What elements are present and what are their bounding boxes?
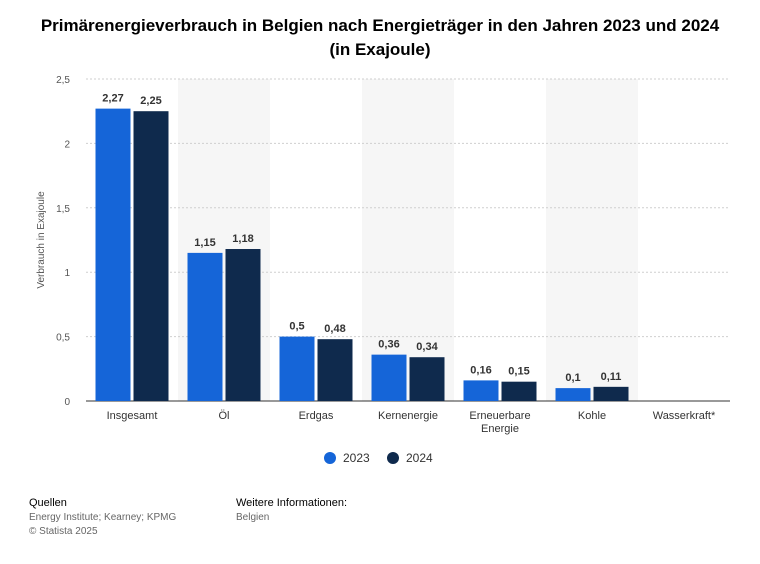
data-label: 0,15 xyxy=(508,366,529,378)
x-tick-label: Erdgas xyxy=(299,410,334,422)
legend-label-2023: 2023 xyxy=(343,451,370,465)
y-tick-label: 0 xyxy=(64,397,70,408)
y-tick-label: 0,5 xyxy=(56,333,70,344)
bar-2023 xyxy=(279,336,315,401)
bar-2024 xyxy=(501,381,537,401)
bar-2024 xyxy=(225,249,261,401)
info-line: Belgien xyxy=(236,512,270,523)
x-tick-label: Erneuerbare xyxy=(469,410,530,422)
y-tick-label: 2 xyxy=(64,139,70,150)
x-tick-label: Kohle xyxy=(578,410,606,422)
x-tick-label: Kernenergie xyxy=(378,410,438,422)
bar-2024 xyxy=(317,339,353,401)
data-label: 0,16 xyxy=(470,364,491,376)
x-tick-label: Insgesamt xyxy=(107,410,158,422)
sources-block: Quellen Energy Institute; Kearney; KPMG … xyxy=(29,496,176,539)
data-label: 2,25 xyxy=(140,95,161,107)
background-band xyxy=(362,79,454,401)
x-tick-label: Wasserkraft* xyxy=(653,410,716,422)
legend-marker-2024 xyxy=(387,452,399,464)
data-label: 0,34 xyxy=(416,341,438,353)
x-tick-label: Energie xyxy=(481,423,519,435)
legend-label-2024: 2024 xyxy=(406,451,433,465)
bar-2023 xyxy=(371,354,407,401)
sources-heading: Quellen xyxy=(29,497,67,509)
bar-2023 xyxy=(555,388,591,401)
bar-2024 xyxy=(593,386,629,401)
sources-line: Energy Institute; Kearney; KPMG xyxy=(29,512,177,523)
data-label: 2,27 xyxy=(102,93,123,105)
data-label: 0,5 xyxy=(289,321,304,333)
legend-marker-2023 xyxy=(324,452,336,464)
bar-2024 xyxy=(409,357,445,401)
y-tick-label: 1,5 xyxy=(56,204,70,215)
data-label: 0,11 xyxy=(601,371,622,383)
y-axis-title: Verbrauch in Exajoule xyxy=(36,191,47,289)
bar-2023 xyxy=(95,108,131,402)
x-tick-label: Öl xyxy=(219,410,230,422)
data-label: 0,36 xyxy=(378,339,399,351)
bar-chart: 0 0,5 1 1,5 2 2,5 Verbrauch in Exajoule 2,27 2,2… xyxy=(36,75,730,465)
chart-title: Primärenergieverbrauch in Belgien nach E… xyxy=(40,16,720,59)
data-label: 1,18 xyxy=(232,233,253,245)
info-block: Weitere Informationen: Belgien xyxy=(236,496,347,525)
data-label: 1,15 xyxy=(194,237,215,249)
background-band xyxy=(546,79,638,401)
y-tick-label: 1 xyxy=(64,268,70,279)
bar-2024 xyxy=(133,111,169,401)
data-label: 0,1 xyxy=(565,372,580,384)
info-heading: Weitere Informationen: xyxy=(236,497,348,509)
bar-2023 xyxy=(463,380,499,401)
bar-2023 xyxy=(187,252,223,401)
copyright: © Statista 2025 xyxy=(29,526,98,537)
y-tick-label: 2,5 xyxy=(56,75,70,86)
data-label: 0,48 xyxy=(324,323,345,335)
